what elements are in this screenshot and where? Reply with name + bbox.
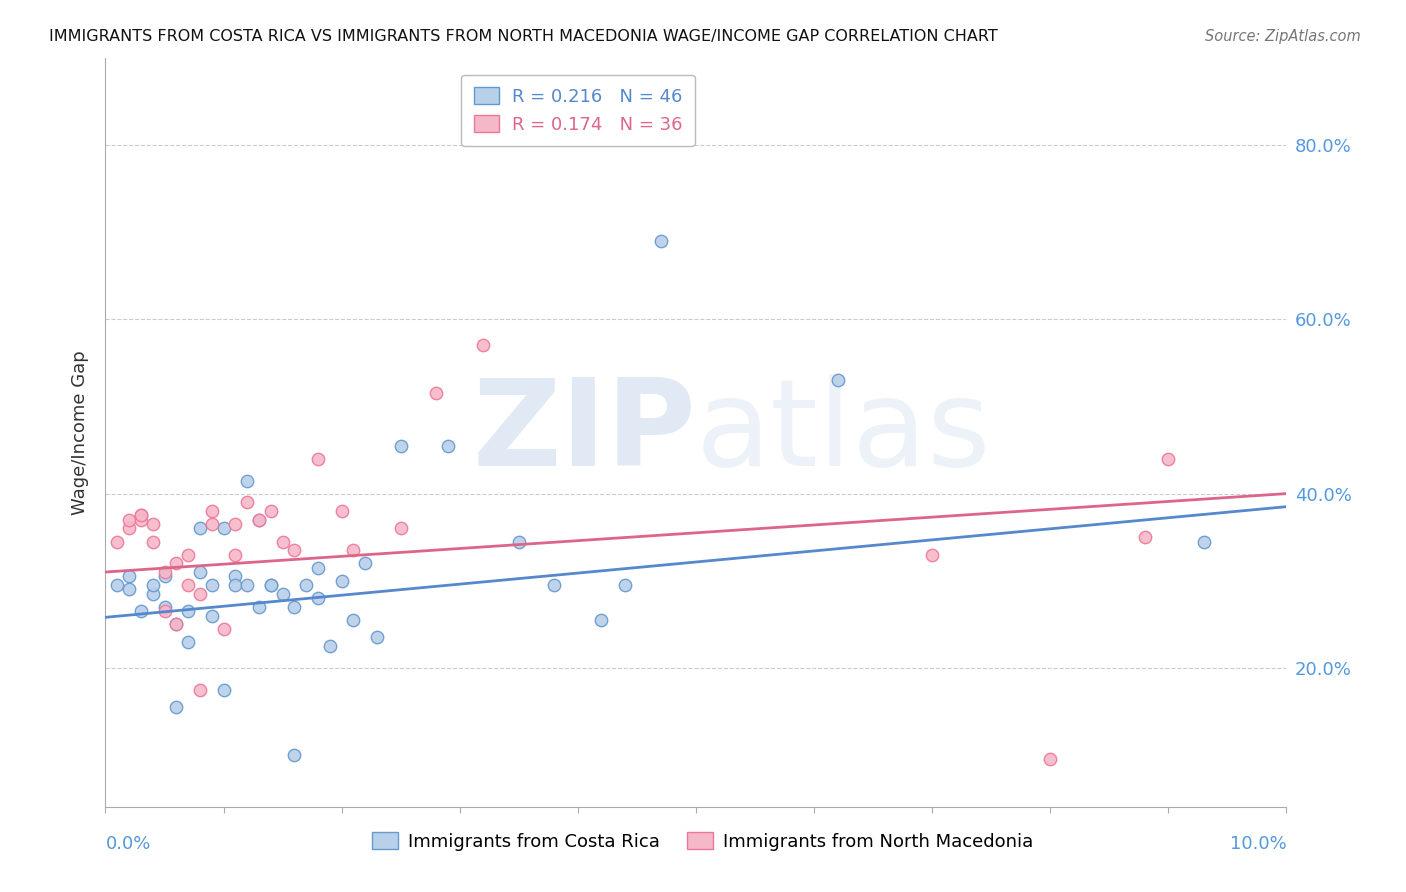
Point: [271, 587, 294, 601]
Point: [177, 548, 200, 562]
Point: [201, 578, 224, 592]
Point: [283, 543, 305, 558]
Point: [188, 521, 211, 535]
Point: [224, 578, 246, 592]
Point: [283, 747, 305, 762]
Point: [142, 587, 165, 601]
Point: [118, 582, 141, 597]
Point: [142, 578, 165, 592]
Point: [188, 565, 211, 579]
Point: [188, 682, 211, 697]
Point: [236, 495, 259, 509]
Point: [508, 534, 530, 549]
Point: [247, 513, 270, 527]
Point: [224, 569, 246, 583]
Point: [319, 639, 342, 653]
Legend: Immigrants from Costa Rica, Immigrants from North Macedonia: Immigrants from Costa Rica, Immigrants f…: [366, 825, 1040, 858]
Y-axis label: Wage/Income Gap: Wage/Income Gap: [70, 351, 89, 515]
Point: [236, 578, 259, 592]
Point: [389, 439, 412, 453]
Point: [1133, 530, 1156, 544]
Point: [142, 534, 165, 549]
Text: IMMIGRANTS FROM COSTA RICA VS IMMIGRANTS FROM NORTH MACEDONIA WAGE/INCOME GAP CO: IMMIGRANTS FROM COSTA RICA VS IMMIGRANTS…: [49, 29, 998, 44]
Point: [1039, 752, 1062, 766]
Point: [165, 557, 187, 571]
Point: [425, 386, 447, 401]
Text: 0.0%: 0.0%: [105, 835, 150, 853]
Point: [129, 508, 152, 523]
Point: [153, 599, 176, 614]
Point: [129, 604, 152, 618]
Point: [212, 682, 235, 697]
Point: [543, 578, 565, 592]
Point: [354, 557, 377, 571]
Point: [105, 534, 128, 549]
Point: [212, 622, 235, 636]
Point: [591, 613, 613, 627]
Point: [827, 373, 849, 387]
Point: [330, 504, 353, 518]
Text: ZIP: ZIP: [472, 374, 696, 491]
Point: [271, 534, 294, 549]
Point: [260, 504, 283, 518]
Point: [224, 548, 246, 562]
Point: [188, 587, 211, 601]
Point: [153, 565, 176, 579]
Point: [142, 517, 165, 532]
Point: [165, 617, 187, 632]
Point: [165, 700, 187, 714]
Point: [342, 543, 364, 558]
Point: [307, 560, 329, 574]
Point: [260, 578, 283, 592]
Point: [129, 508, 152, 523]
Point: [247, 599, 270, 614]
Point: [389, 521, 412, 535]
Point: [330, 574, 353, 588]
Point: [177, 634, 200, 648]
Point: [437, 439, 460, 453]
Point: [201, 608, 224, 623]
Point: [295, 578, 318, 592]
Point: [224, 517, 246, 532]
Point: [650, 234, 672, 248]
Point: [201, 517, 224, 532]
Point: [118, 513, 141, 527]
Point: [129, 513, 152, 527]
Point: [472, 338, 495, 352]
Text: atlas: atlas: [696, 374, 991, 491]
Point: [236, 474, 259, 488]
Point: [307, 591, 329, 606]
Point: [260, 578, 283, 592]
Point: [153, 604, 176, 618]
Point: [165, 617, 187, 632]
Text: 10.0%: 10.0%: [1230, 835, 1286, 853]
Point: [1192, 534, 1215, 549]
Point: [177, 604, 200, 618]
Point: [105, 578, 128, 592]
Point: [366, 631, 388, 645]
Legend: R = 0.216   N = 46, R = 0.174   N = 36: R = 0.216 N = 46, R = 0.174 N = 36: [461, 75, 695, 146]
Point: [614, 578, 637, 592]
Point: [212, 521, 235, 535]
Point: [247, 513, 270, 527]
Point: [177, 578, 200, 592]
Text: Source: ZipAtlas.com: Source: ZipAtlas.com: [1205, 29, 1361, 44]
Point: [201, 504, 224, 518]
Point: [921, 548, 943, 562]
Point: [283, 599, 305, 614]
Point: [307, 451, 329, 466]
Point: [1157, 451, 1180, 466]
Point: [342, 613, 364, 627]
Point: [153, 569, 176, 583]
Point: [118, 521, 141, 535]
Point: [118, 569, 141, 583]
